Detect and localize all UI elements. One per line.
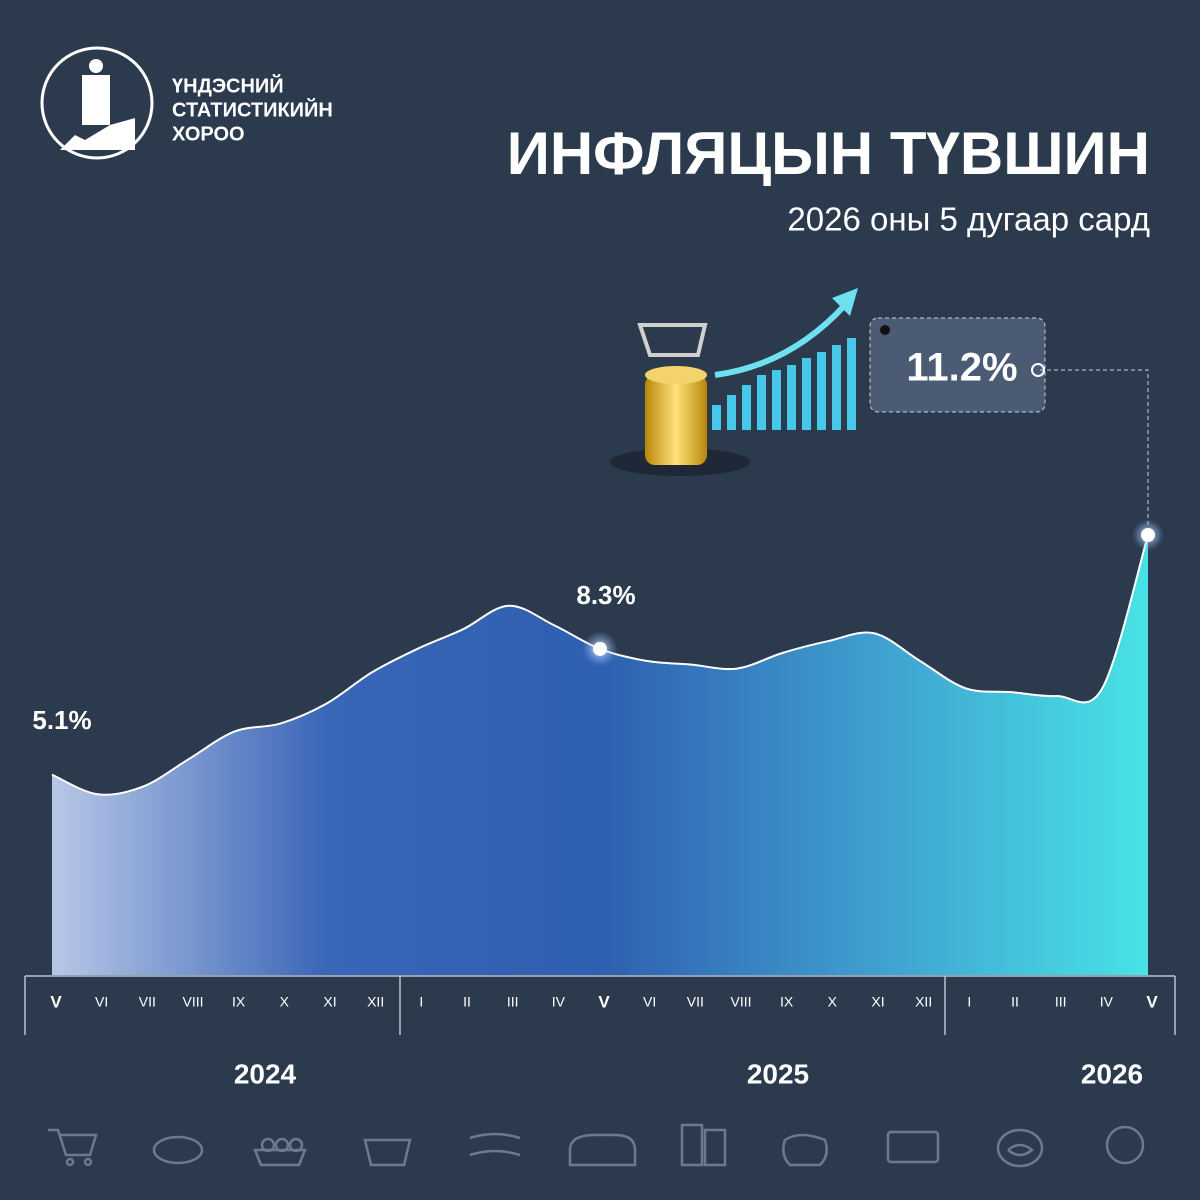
org-line: ҮНДЭСНИЙ	[172, 73, 284, 97]
chart-subtitle: 2026 оны 5 дугаар сард	[787, 201, 1150, 238]
callout-leader	[1040, 369, 1149, 535]
x-tick-label: V	[50, 992, 62, 1011]
logo	[40, 46, 154, 160]
x-tick-label: VII	[139, 994, 156, 1010]
x-tick-label: XII	[915, 994, 932, 1010]
callout-box	[869, 317, 1046, 413]
year-label: 2024	[234, 1058, 297, 1089]
x-tick-label: IX	[780, 994, 794, 1010]
x-tick-label: XI	[323, 994, 336, 1010]
x-tick-label: I	[967, 994, 971, 1010]
x-tick-label: X	[828, 994, 838, 1010]
callout-value: 11.2%	[906, 346, 1017, 390]
value-label: 5.1%	[32, 705, 91, 735]
x-tick-label: IV	[552, 994, 566, 1010]
area-fill	[52, 535, 1148, 975]
x-tick-label: III	[1055, 994, 1067, 1010]
leader-dot	[1031, 363, 1045, 377]
x-tick-label: VII	[687, 994, 704, 1010]
year-label: 2026	[1081, 1058, 1143, 1089]
x-tick-label: V	[598, 992, 610, 1011]
x-tick-label: VIII	[182, 994, 203, 1010]
x-tick-label: I	[419, 994, 423, 1010]
x-tick-label: IV	[1100, 994, 1114, 1010]
x-tick-label: VI	[643, 994, 656, 1010]
org-line: СТАТИСТИКИЙН	[172, 97, 333, 121]
point	[593, 641, 607, 656]
point	[1141, 528, 1155, 542]
x-tick-label: IX	[232, 994, 246, 1010]
value-label: 8.3%	[576, 580, 635, 610]
axis-frame	[24, 975, 1176, 1035]
x-tick-label: X	[280, 994, 290, 1010]
x-tick-label: XII	[367, 994, 384, 1010]
illustration	[610, 288, 858, 476]
org-line: ХОРОО	[172, 123, 245, 145]
category-icons	[48, 1123, 1145, 1168]
x-tick-label: III	[507, 994, 519, 1010]
x-tick-label: VIII	[730, 994, 751, 1010]
x-tick-label: II	[1011, 994, 1019, 1010]
chart-title: ИНФЛЯЦЫН ТҮВШИН	[507, 120, 1150, 187]
x-tick-label: II	[463, 994, 471, 1010]
x-tick-label: V	[1146, 992, 1158, 1011]
tag-hole	[880, 325, 890, 335]
x-tick-label: VI	[95, 994, 108, 1010]
year-label: 2025	[747, 1058, 809, 1089]
x-tick-label: XI	[871, 994, 884, 1010]
